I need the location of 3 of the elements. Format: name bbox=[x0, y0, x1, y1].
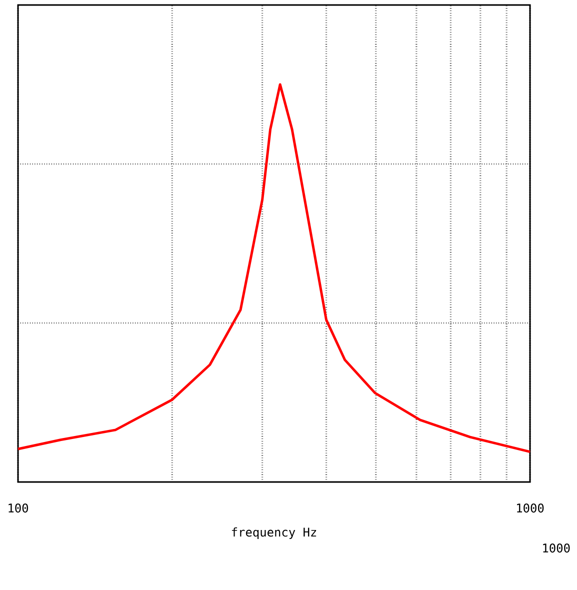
text: 1000 bbox=[543, 544, 570, 553]
x-axis-title: frequency Hz bbox=[232, 527, 316, 539]
x-tick-label: 100 bbox=[8, 504, 28, 513]
